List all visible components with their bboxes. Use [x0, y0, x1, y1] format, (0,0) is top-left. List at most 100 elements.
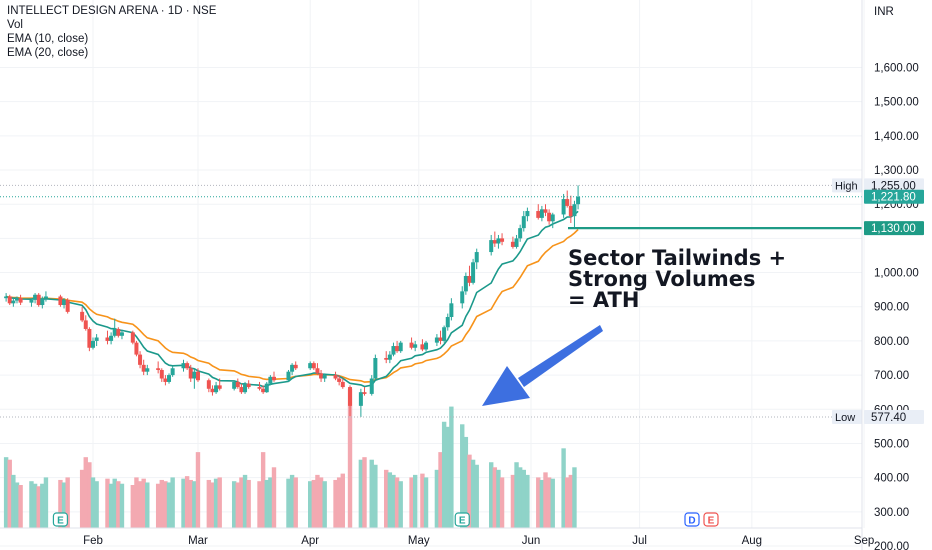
low-price-tag[interactable]: 577.40 Low [832, 410, 924, 425]
candle [112, 318, 117, 338]
candle [29, 298, 34, 307]
candle [286, 369, 291, 382]
volume-bar [32, 483, 38, 528]
upcoming-earnings-marker[interactable]: E [703, 512, 719, 527]
candle [214, 381, 219, 394]
indicator-volume[interactable]: Vol [7, 19, 23, 31]
volume-bar [308, 481, 313, 528]
candle-body [576, 196, 581, 205]
candle [496, 234, 501, 249]
candle-body [561, 199, 566, 215]
candle-body [272, 376, 276, 381]
arrow-shaft[interactable] [518, 325, 603, 387]
ema-20-line [5, 228, 579, 383]
indicator-ema-20[interactable]: EMA (20, close) [7, 47, 89, 59]
volume-bar [210, 482, 215, 528]
volume-bar [141, 478, 146, 528]
candle [340, 378, 345, 389]
candle-body [322, 375, 327, 379]
candle [543, 204, 548, 217]
level-price-tag[interactable]: 1,130.00 [864, 221, 924, 236]
volume-bar [188, 479, 193, 528]
volume-bar [108, 483, 114, 528]
volume-bar [510, 474, 516, 528]
candle-body [235, 381, 240, 388]
dividend-marker-letter: D [688, 516, 695, 527]
candle [424, 340, 429, 352]
price-axis[interactable]: 1,600.00 1,500.00 1,400.00 1,300.00 1,000.00… [832, 62, 924, 550]
volume-bar [134, 477, 139, 528]
candle-body [489, 240, 494, 253]
volume-bar [163, 481, 168, 528]
high-price-tag-name: High [835, 180, 858, 192]
candle [145, 364, 150, 376]
volume-bar [572, 467, 577, 528]
text-annotation[interactable]: Sector Tailwinds + Strong Volumes = ATH [568, 248, 786, 311]
candle [14, 296, 19, 304]
candle [492, 231, 497, 247]
volume-bar [40, 483, 45, 528]
candle [510, 236, 515, 249]
candle-body [141, 364, 146, 372]
candle-body [18, 298, 23, 303]
candle [206, 378, 211, 393]
earnings-marker[interactable]: E [454, 512, 470, 527]
candle [232, 380, 237, 391]
candle [83, 315, 88, 331]
earnings-marker[interactable]: E [52, 512, 69, 527]
candle [65, 298, 70, 314]
currency-label[interactable]: INR [874, 6, 894, 18]
volume-bar [384, 469, 389, 528]
volume-bar [362, 457, 367, 528]
horizontal-level[interactable] [0, 184, 862, 418]
candle [210, 385, 215, 396]
candle [195, 368, 200, 382]
current-price-tag-value: 1,221.80 [871, 192, 916, 204]
candle-body [119, 332, 124, 336]
candle [518, 224, 523, 242]
candle-body [65, 299, 70, 312]
candle-body [442, 327, 447, 341]
volume-bar [94, 481, 99, 528]
symbol-title[interactable]: INTELLECT DESIGN ARENA · 1D · NSE [7, 5, 217, 17]
candle-body [518, 228, 523, 239]
volume-bar [242, 474, 248, 528]
volume-bar [561, 448, 566, 528]
dividend-marker[interactable]: D [684, 512, 700, 527]
time-axis[interactable]: Feb Mar Apr May Jun Jul Aug Sep [0, 0, 874, 550]
annotation-line-3: = ATH [568, 288, 640, 312]
candle-body [539, 209, 544, 218]
arrow-head[interactable] [482, 366, 530, 406]
candle-body [109, 335, 114, 341]
candle [181, 359, 186, 372]
high-price-tag[interactable]: 1,255.00 High [832, 178, 924, 193]
current-price-tag[interactable]: 1,221.80 [864, 189, 924, 204]
volume-bar [449, 406, 454, 528]
candle [449, 298, 454, 321]
volume-bar [409, 477, 414, 528]
candle-body [449, 303, 454, 317]
candle [18, 294, 23, 306]
candle [463, 272, 468, 295]
candle [391, 342, 396, 357]
candle [293, 361, 298, 370]
volume-bar [521, 469, 526, 528]
volume-bar [119, 483, 125, 528]
candle [87, 327, 92, 352]
candle-body [14, 298, 19, 301]
arrow-annotation[interactable] [482, 325, 603, 406]
candle [319, 369, 324, 382]
chart-legend: INTELLECT DESIGN ARENA · 1D · NSE Vol EM… [7, 4, 216, 60]
volume-bar [499, 477, 505, 528]
volume-bar [550, 478, 555, 528]
indicator-ema-10[interactable]: EMA (10, close) [7, 33, 89, 45]
candle-body [384, 358, 389, 360]
volume-bar [192, 481, 197, 528]
candle [445, 313, 450, 331]
x-tick-label: Apr [301, 535, 319, 547]
candle [409, 337, 414, 350]
candle [62, 298, 67, 309]
volume-bar [445, 426, 450, 528]
